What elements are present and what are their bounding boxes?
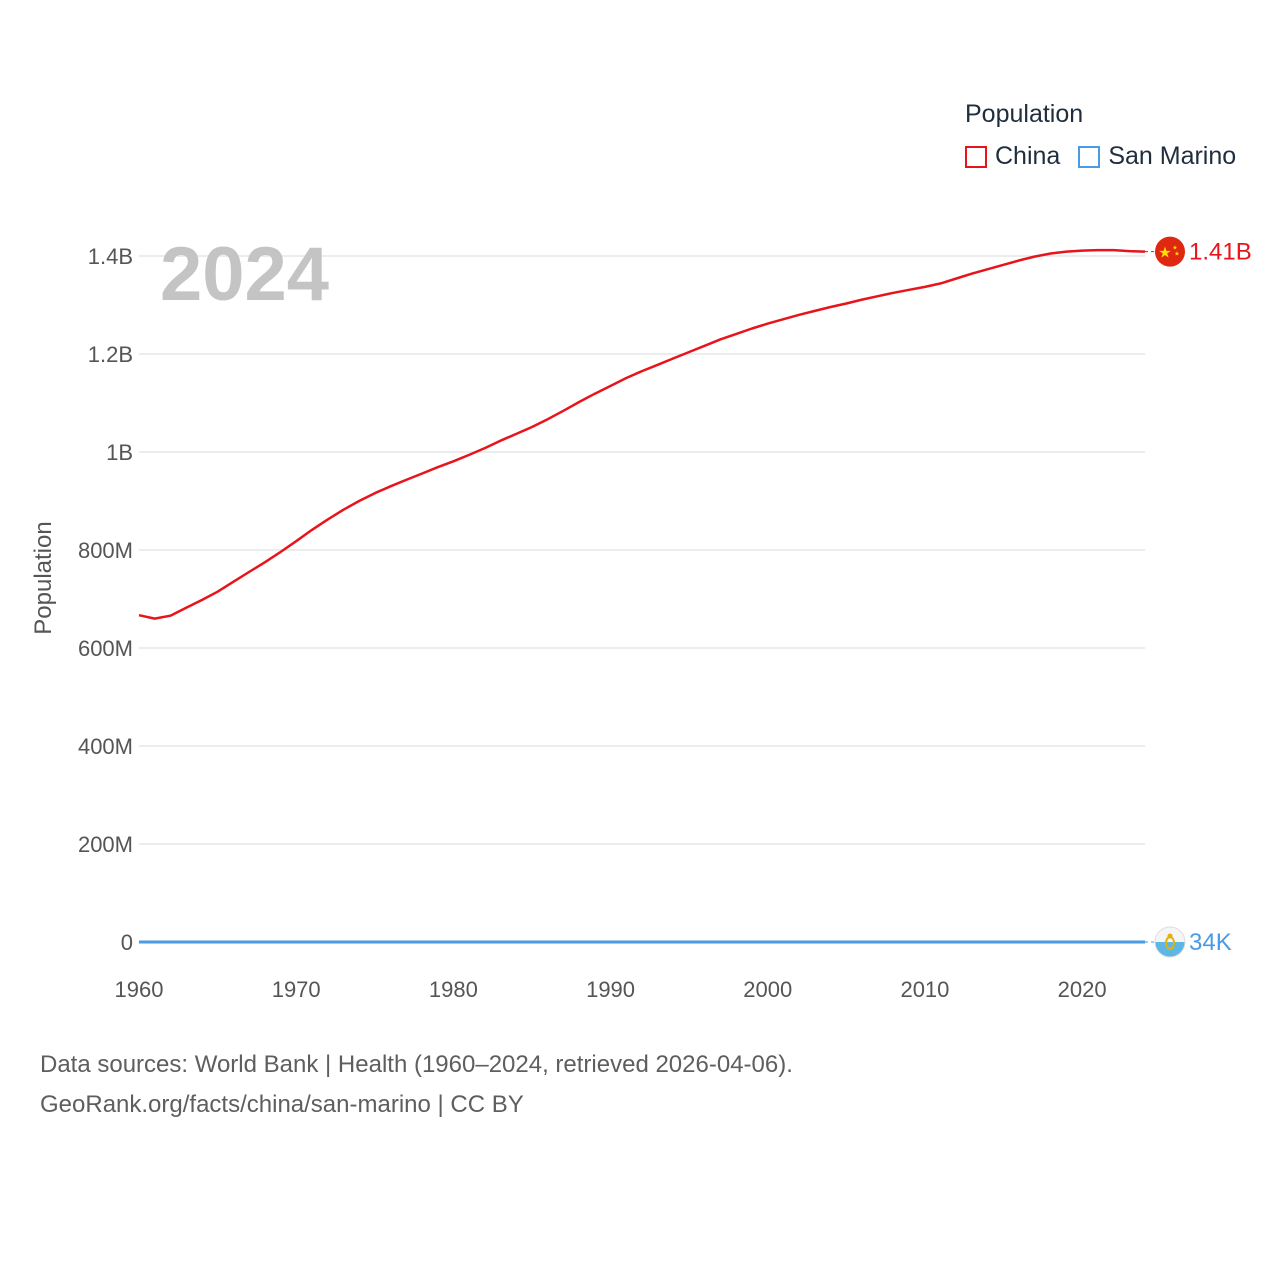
y-tick-label: 800M — [78, 538, 133, 563]
y-tick-label: 600M — [78, 636, 133, 661]
y-tick-label: 200M — [78, 832, 133, 857]
legend-label-china: China — [995, 142, 1061, 170]
series-line-china[interactable] — [138, 248, 1146, 620]
y-axis: 0 200M 400M 600M 800M 1B 1.2B 1.4B — [78, 244, 133, 955]
svg-text:★: ★ — [1172, 245, 1177, 252]
year-display: 2024 — [160, 232, 329, 317]
end-label-san-marino: 34K — [1189, 929, 1232, 956]
end-label-china: 1.41B — [1189, 239, 1252, 266]
footer-link[interactable]: GeoRank.org/facts/china/san-marino | CC … — [40, 1091, 524, 1118]
y-tick-label: 1.4B — [88, 244, 133, 269]
legend-item-san-marino[interactable]: San Marino — [1078, 142, 1236, 171]
x-tick-label: 1970 — [272, 977, 321, 1002]
series-lines — [138, 248, 1146, 944]
footer-sources: Data sources: World Bank | Health (1960–… — [40, 1051, 793, 1078]
san-marino-flag-icon — [1154, 926, 1186, 958]
svg-text:★: ★ — [1158, 245, 1171, 262]
x-tick-label: 1980 — [429, 977, 478, 1002]
footer: Data sources: World Bank | Health (1960–… — [40, 1045, 793, 1125]
line-chart: 0 200M 400M 600M 800M 1B 1.2B 1.4B 1960 1970 1980… — [30, 232, 1252, 1002]
china-flag-icon: ★ ★★ — [1155, 236, 1185, 267]
x-tick-label: 2000 — [743, 977, 792, 1002]
legend-title: Population — [965, 100, 1084, 128]
x-tick-label: 2020 — [1058, 977, 1107, 1002]
x-axis: 1960 1970 1980 1990 2000 2010 2020 — [115, 977, 1107, 1002]
y-tick-label: 400M — [78, 734, 133, 759]
legend-label-san-marino: San Marino — [1108, 142, 1237, 170]
y-tick-label: 1.2B — [88, 342, 133, 367]
legend: China San Marino — [965, 142, 1254, 171]
y-tick-label: 1B — [106, 440, 133, 465]
x-tick-label: 1960 — [115, 977, 164, 1002]
legend-swatch-china — [965, 145, 987, 168]
x-tick-label: 1990 — [586, 977, 635, 1002]
x-tick-label: 2010 — [900, 977, 949, 1002]
y-tick-label: 0 — [121, 930, 133, 955]
grid-lines — [139, 255, 1145, 845]
legend-item-china[interactable]: China — [965, 142, 1060, 171]
y-axis-label: Population — [30, 521, 57, 634]
legend-swatch-san-marino — [1078, 145, 1101, 168]
svg-text:★: ★ — [1174, 251, 1179, 258]
